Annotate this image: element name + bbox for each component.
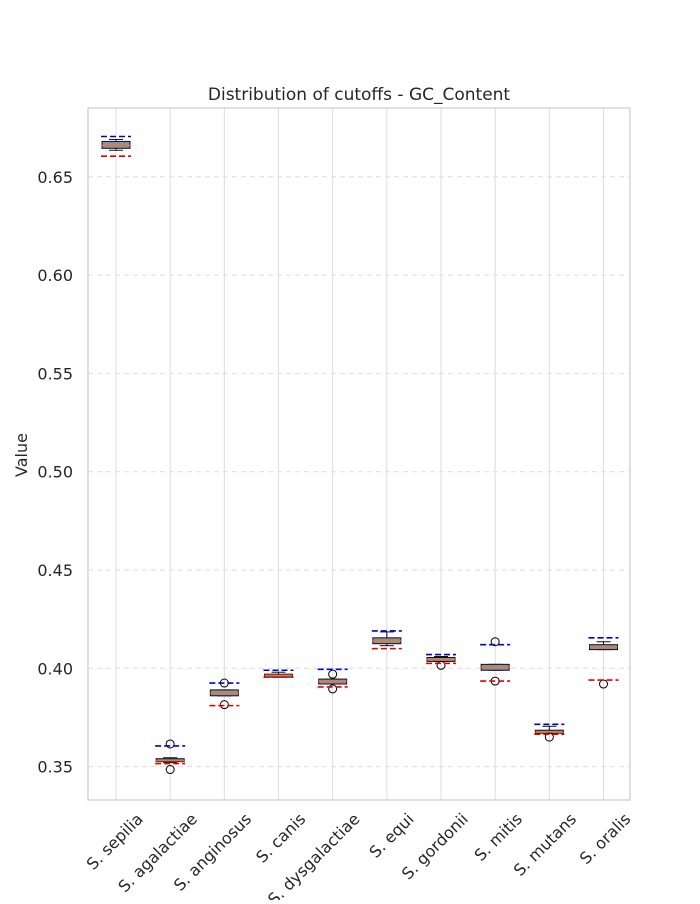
y-tick-label: 0.45 [37, 561, 73, 580]
outlier-point [165, 765, 175, 775]
box-0 [101, 138, 131, 151]
y-tick-label: 0.35 [37, 758, 73, 777]
outlier-point [219, 700, 229, 710]
outlier-point [328, 684, 338, 694]
box-8 [534, 725, 564, 742]
x-tick-label: S. oralis [576, 809, 635, 868]
box-1 [155, 739, 185, 775]
box-4 [318, 669, 348, 694]
y-tick-label: 0.65 [37, 168, 73, 187]
x-tick-label: S. equi [365, 809, 417, 861]
y-tick-label: 0.40 [37, 659, 73, 678]
y-axis-label: Value [12, 433, 31, 477]
outlier-point [490, 637, 500, 647]
chart-title: Distribution of cutoffs - GC_Content [208, 85, 511, 105]
outlier-point [436, 660, 446, 670]
y-tick-label: 0.55 [37, 364, 73, 383]
y-tick-labels: 0.35 0.40 0.45 0.50 0.55 0.60 0.65 [37, 168, 73, 777]
y-tick-label: 0.50 [37, 463, 73, 482]
outlier-point [328, 669, 338, 679]
grid-layer [88, 108, 630, 800]
x-tick-label: S. dysgalactiae [264, 809, 363, 900]
outlier-point [544, 732, 554, 742]
box-9 [589, 641, 618, 689]
marks-layer [101, 135, 619, 775]
plot-frame [87, 107, 631, 801]
box-5 [372, 631, 402, 647]
x-tick-label: S. mitis [471, 809, 526, 864]
y-tick-label: 0.60 [37, 266, 73, 285]
outlier-point [165, 739, 175, 749]
box-6 [426, 655, 456, 670]
